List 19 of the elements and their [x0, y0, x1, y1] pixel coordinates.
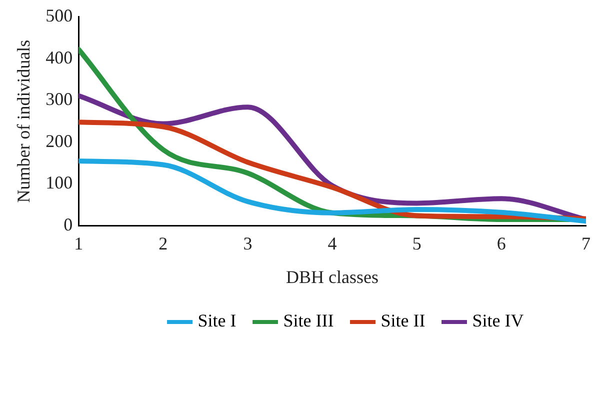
x-tick-label: 3	[243, 233, 252, 254]
x-tick-label: 1	[74, 233, 84, 254]
y-tick-label: 0	[64, 214, 73, 235]
x-tick-label: 6	[496, 233, 506, 254]
x-tick-label: 7	[582, 233, 590, 254]
legend-label: Site I	[198, 310, 236, 331]
y-tick-label: 400	[46, 47, 73, 68]
legend-label: Site IV	[472, 310, 524, 331]
legend-label: Site III	[283, 310, 334, 331]
y-axis-title: Number of individuals	[14, 40, 34, 203]
legend-label: Site II	[380, 310, 426, 331]
x-tick-label: 2	[158, 233, 168, 254]
y-tick-label: 500	[46, 6, 73, 26]
y-tick-label: 200	[46, 130, 73, 151]
y-tick-label: 300	[46, 89, 73, 110]
x-tick-label: 5	[412, 233, 422, 254]
x-axis-title: DBH classes	[286, 266, 379, 287]
x-tick-label: 4	[328, 233, 337, 254]
y-tick-label: 100	[46, 172, 73, 193]
